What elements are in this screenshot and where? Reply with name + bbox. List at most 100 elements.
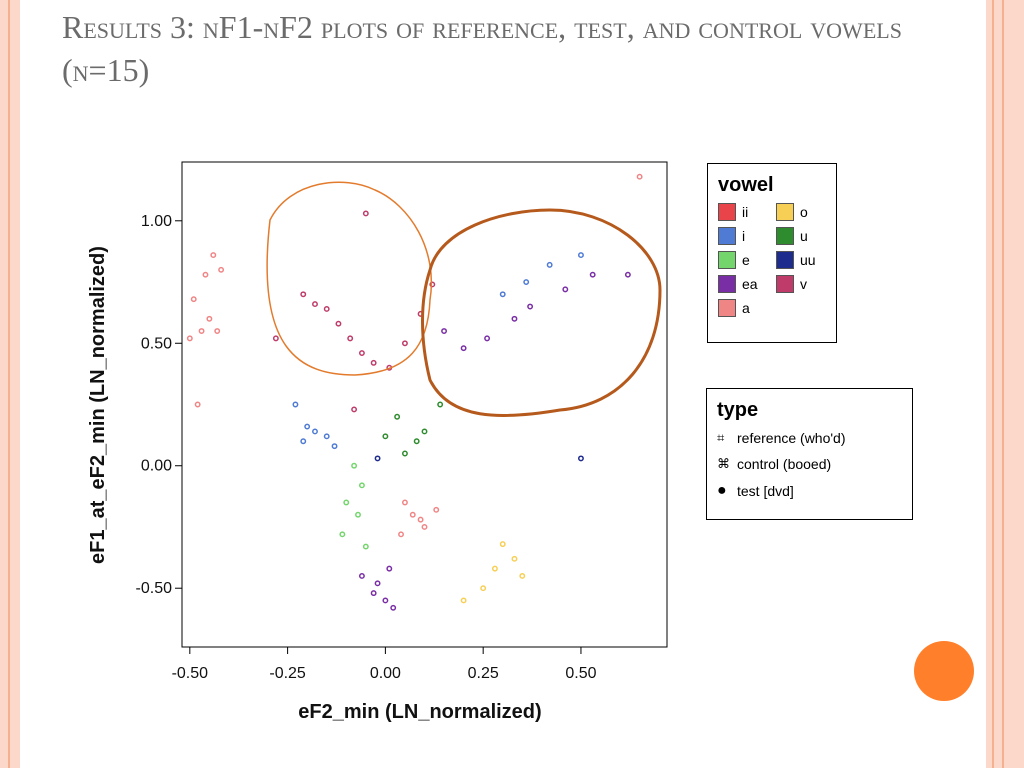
point <box>358 350 365 357</box>
point <box>511 315 518 322</box>
right-frame-stripe <box>986 0 1024 768</box>
point <box>527 303 534 310</box>
point <box>374 455 381 462</box>
legend-item-o: o <box>776 203 826 221</box>
point <box>578 455 584 462</box>
point <box>636 173 643 180</box>
point <box>499 541 506 548</box>
x-tick: -0.50 <box>172 665 209 682</box>
type-legend-title: type <box>717 399 759 421</box>
legend-swatch <box>718 251 736 269</box>
point <box>511 555 518 562</box>
legend-label: v <box>800 276 807 292</box>
legend-label: u <box>800 228 808 244</box>
slide-title: Results 3: nF1-nF2 plots of reference, t… <box>62 9 902 88</box>
point <box>417 516 424 523</box>
point <box>562 286 569 293</box>
point <box>206 315 213 322</box>
point <box>300 438 307 445</box>
point <box>413 438 420 445</box>
legend-swatch <box>718 299 736 317</box>
legend-item-ii: ii <box>718 203 768 221</box>
point <box>202 271 209 278</box>
legend-item-u: u <box>776 227 826 245</box>
legend-swatch <box>776 251 794 269</box>
legend-item-v: v <box>776 275 826 293</box>
legend-label: a <box>742 300 750 316</box>
point <box>194 401 201 408</box>
point <box>578 252 584 259</box>
point <box>441 328 448 334</box>
legend-label: e <box>742 252 750 268</box>
point <box>460 597 467 604</box>
orange-circle <box>914 641 974 701</box>
x-tick: -0.25 <box>269 665 306 682</box>
cluster-outline-right <box>421 208 662 418</box>
point <box>401 450 408 457</box>
legend-label: o <box>800 204 808 220</box>
point <box>386 565 393 572</box>
legend-label: i <box>742 228 746 244</box>
point <box>382 597 389 604</box>
legend-label: uu <box>800 252 816 268</box>
point <box>351 406 358 413</box>
x-tick: 0.25 <box>468 665 499 682</box>
point <box>300 291 307 298</box>
point <box>429 281 436 288</box>
type-test: ● test [dvd] <box>717 482 794 499</box>
point <box>624 271 631 278</box>
point <box>190 296 197 303</box>
point <box>382 433 389 440</box>
point <box>398 531 404 538</box>
plot-frame <box>181 161 668 648</box>
point <box>362 210 369 217</box>
point <box>351 462 358 469</box>
legend-item-a: a <box>718 299 768 317</box>
legend-swatch <box>718 203 736 221</box>
point <box>210 252 217 259</box>
vowel-legend: vowel ii o i u e uu ea v a <box>707 163 837 343</box>
legend-swatch <box>776 227 794 245</box>
point <box>358 482 365 489</box>
legend-item-uu: uu <box>776 251 826 269</box>
point <box>401 340 408 347</box>
point <box>347 335 354 342</box>
point <box>186 335 193 342</box>
point <box>433 506 440 513</box>
x-tick: 0.50 <box>565 665 596 682</box>
cluster-outline-left <box>266 181 433 376</box>
legend-label: ii <box>742 204 749 220</box>
point <box>312 301 318 308</box>
legend-swatch <box>776 275 794 293</box>
point <box>546 261 553 268</box>
type-control: ⌘ control (booed) <box>717 456 832 472</box>
point <box>491 565 498 572</box>
point <box>272 335 279 342</box>
point <box>312 428 318 435</box>
y-tick: 0.00 <box>141 458 172 475</box>
point <box>323 306 330 312</box>
point <box>292 401 299 408</box>
point <box>589 271 596 278</box>
point <box>421 524 428 530</box>
point <box>362 543 369 550</box>
point <box>370 590 377 597</box>
x-axis-label: eF2_min (LN_normalized) <box>298 701 541 723</box>
point <box>499 291 506 298</box>
point <box>218 266 225 273</box>
left-frame-stripe <box>0 0 20 768</box>
y-tick: -0.50 <box>136 580 173 597</box>
type-reference: ⌗ reference (who'd) <box>717 430 846 446</box>
point <box>437 401 444 408</box>
y-tick: 0.50 <box>141 335 172 352</box>
x-tick: 0.00 <box>370 665 401 682</box>
point <box>421 428 428 435</box>
point <box>339 531 346 538</box>
point <box>331 443 338 450</box>
point <box>523 279 530 285</box>
point <box>323 433 330 440</box>
legend-label: ea <box>742 276 758 292</box>
point <box>401 499 408 506</box>
legend-item-i: i <box>718 227 768 245</box>
